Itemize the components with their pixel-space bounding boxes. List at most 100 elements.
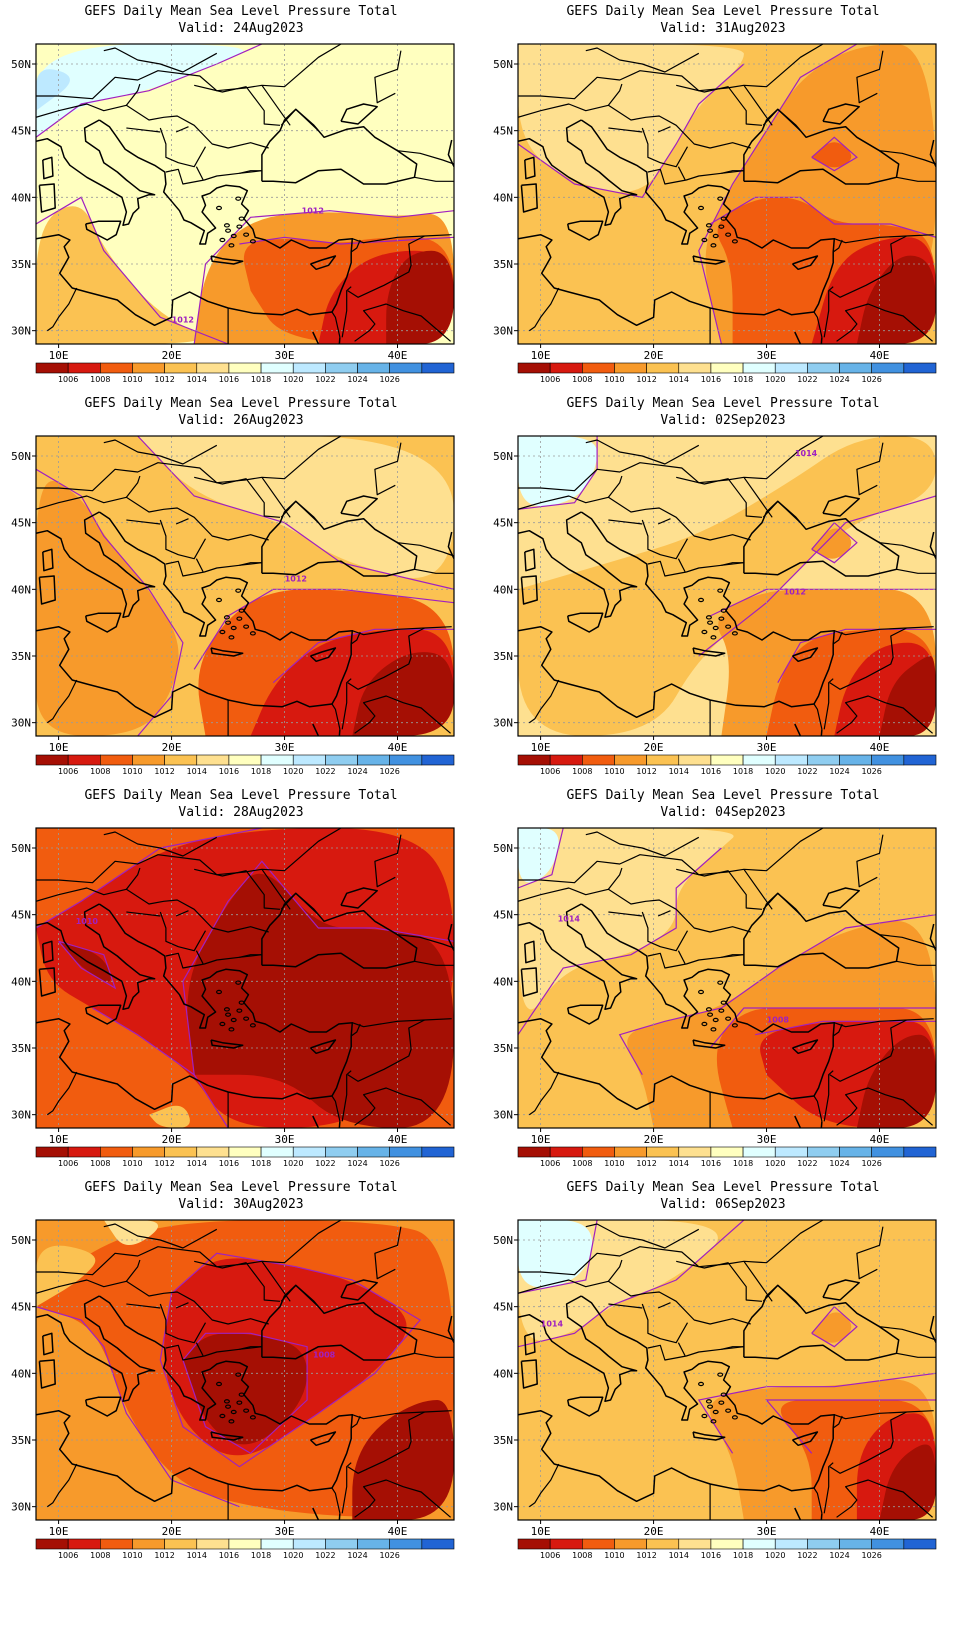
island [223, 223, 230, 228]
island [235, 196, 242, 201]
colorbar-swatch [228, 1146, 262, 1158]
colorbar-label: 1012 [636, 1159, 656, 1168]
country-border [194, 476, 281, 518]
lon-tick-label: 20E [644, 1133, 664, 1146]
country-border [159, 911, 207, 952]
lat-tick-label: 40N [493, 583, 513, 596]
coastline [42, 1332, 54, 1356]
country-border [341, 1462, 352, 1514]
country-border [125, 83, 141, 106]
colorbar-swatch [807, 754, 840, 766]
country-border [608, 1303, 643, 1309]
island [725, 1016, 732, 1021]
country-border [159, 1303, 207, 1344]
country-border [374, 834, 402, 888]
colorbar-label: 1006 [540, 1551, 560, 1560]
colorbar-label: 1024 [829, 1159, 849, 1168]
isobar-line [811, 1305, 858, 1348]
lat-tick-label: 35N [493, 1042, 513, 1055]
lat-tick-label: 35N [11, 258, 31, 271]
country-border [341, 678, 352, 730]
country-border [414, 1352, 454, 1358]
island [235, 588, 242, 593]
colorbar-label: 1006 [58, 375, 78, 384]
coastline [42, 940, 54, 964]
map-frame [35, 1219, 455, 1521]
country-border [676, 1260, 763, 1302]
colorbar-label: 1018 [733, 1159, 753, 1168]
country-border [607, 83, 623, 106]
island [225, 1404, 232, 1409]
country-border [36, 1279, 269, 1325]
coastline [743, 500, 900, 577]
country-border [36, 1220, 342, 1276]
coastline [794, 331, 802, 344]
colorbar-label: 1006 [58, 767, 78, 776]
country-border [103, 439, 218, 465]
isobar-label: 1008 [767, 1016, 790, 1025]
colorbar-swatch [100, 362, 133, 374]
colorbar-label: 1012 [154, 1159, 174, 1168]
country-border [829, 235, 907, 298]
country-border [676, 868, 763, 910]
country-border [175, 126, 189, 133]
colorbar-label: 1012 [154, 767, 174, 776]
island [731, 1023, 738, 1028]
colorbar-label: 1020 [765, 1551, 785, 1560]
isobar-line [36, 1306, 240, 1508]
lat-tick-label: 50N [11, 58, 31, 71]
colorbar-label: 1020 [283, 375, 303, 384]
island [718, 616, 725, 621]
country-border [397, 934, 454, 949]
country-border [397, 542, 454, 557]
country-border [832, 1023, 843, 1037]
pressure-region [879, 1444, 936, 1520]
lat-tick-label: 45N [493, 517, 513, 530]
map-panel: GEFS Daily Mean Sea Level Pressure Total… [482, 1176, 964, 1586]
coastline [338, 729, 341, 736]
coastline [84, 612, 122, 633]
country-border [159, 519, 207, 560]
coastline [743, 108, 900, 185]
country-border [103, 47, 218, 73]
colorbar-label: 1010 [122, 1551, 142, 1560]
lon-tick-label: 30E [275, 349, 295, 362]
colorbar-label: 1008 [572, 1551, 592, 1560]
island [223, 1399, 230, 1404]
lat-tick-label: 50N [493, 58, 513, 71]
coastline [524, 156, 536, 180]
country-border [350, 1023, 361, 1037]
pressure-region [518, 828, 734, 1010]
country-border [829, 1019, 907, 1082]
colorbar-label: 1022 [315, 1159, 335, 1168]
map-panel: GEFS Daily Mean Sea Level Pressure Total… [0, 0, 482, 410]
coastline [309, 255, 337, 271]
colorbar-label: 1008 [572, 1159, 592, 1168]
colorbar-swatch [164, 754, 198, 766]
coastline [309, 1039, 337, 1055]
colorbar-label: 1024 [829, 375, 849, 384]
island [718, 1008, 725, 1013]
country-border [608, 519, 643, 525]
colorbar-swatch [614, 362, 647, 374]
country-border [676, 476, 763, 518]
island [243, 1016, 250, 1021]
isobar-label: 1014 [541, 1320, 564, 1329]
colorbar-swatch [164, 1538, 198, 1550]
isobar-line [765, 1399, 936, 1454]
coastline [36, 903, 156, 1011]
coastline [518, 233, 815, 327]
colorbar-swatch [549, 1146, 583, 1158]
colorbar-label: 1008 [90, 375, 110, 384]
colorbar-swatch [132, 754, 165, 766]
lat-tick-label: 30N [493, 1109, 513, 1122]
colorbar-label: 1022 [797, 375, 817, 384]
colorbar-label: 1018 [251, 1159, 271, 1168]
island [725, 1408, 732, 1413]
country-border [350, 1415, 361, 1429]
coastline [820, 1513, 823, 1520]
coastline [580, 1295, 731, 1421]
country-border [608, 911, 643, 917]
colorbar-swatch [389, 754, 423, 766]
panel-title: GEFS Daily Mean Sea Level Pressure Total [566, 788, 880, 803]
